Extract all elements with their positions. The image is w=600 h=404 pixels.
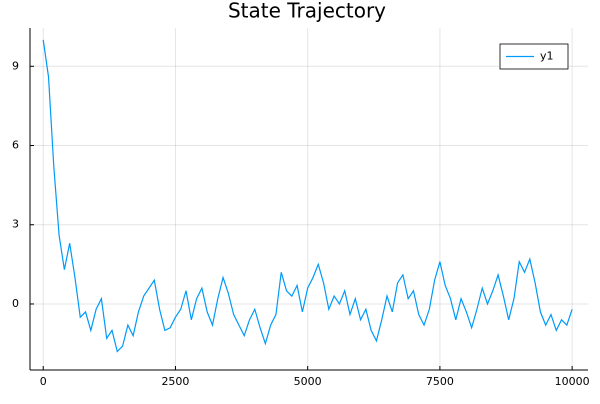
legend-label: y1: [540, 50, 554, 63]
chart-title: State Trajectory: [228, 0, 386, 23]
y-tick-label: 0: [12, 297, 19, 310]
x-tick-label: 5000: [294, 375, 322, 388]
x-tick-label: 7500: [426, 375, 454, 388]
line: [42, 39, 573, 353]
x-tick-label: 10000: [555, 375, 590, 388]
x-tick-label: 2500: [161, 375, 189, 388]
y-tick-label: 9: [12, 59, 19, 72]
y-tick-label: 3: [12, 218, 19, 231]
y-tick-label: 6: [12, 139, 19, 152]
x-tick-label: 0: [40, 375, 47, 388]
